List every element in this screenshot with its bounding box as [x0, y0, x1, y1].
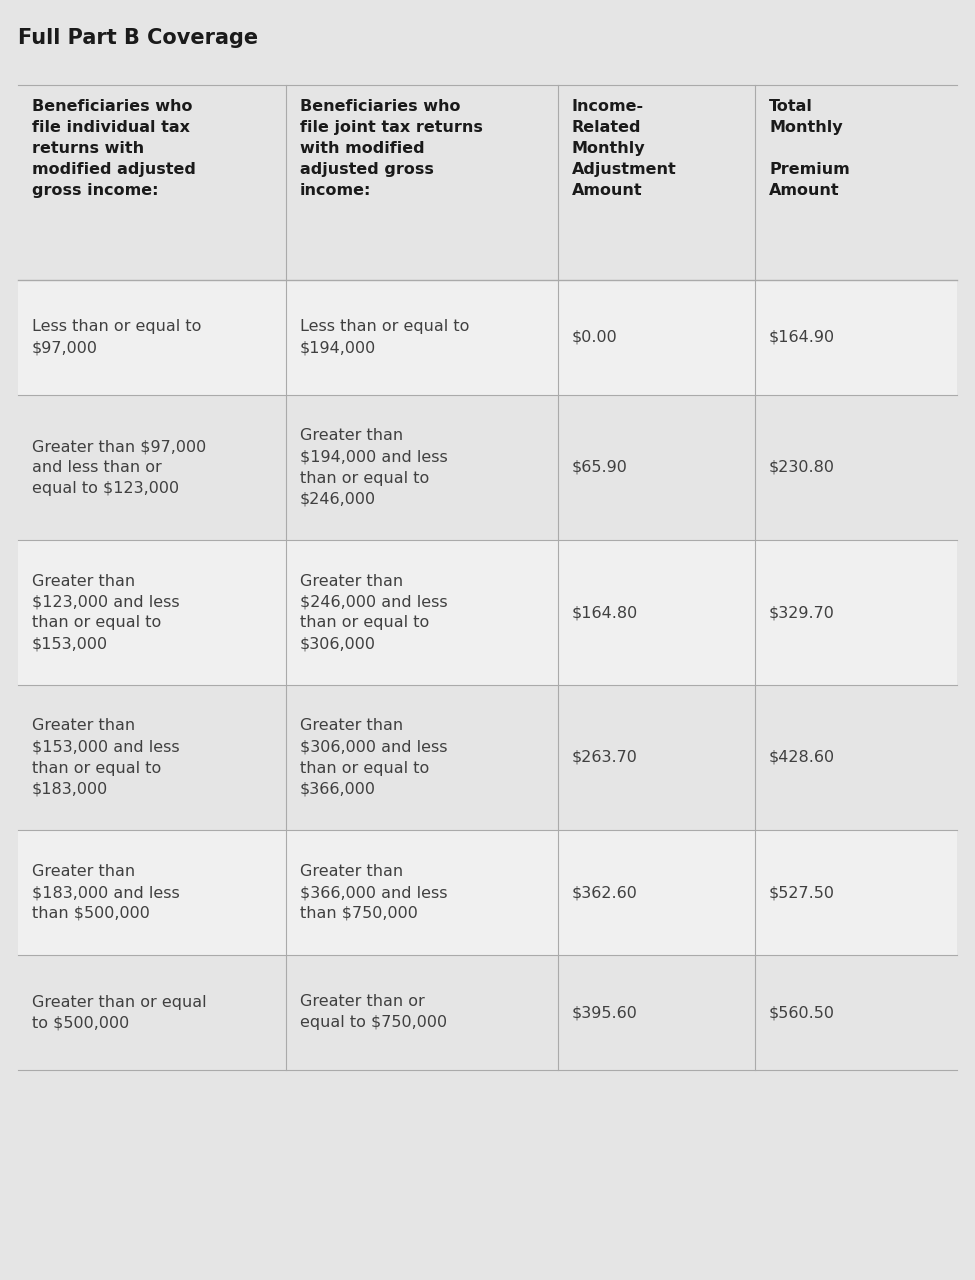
- Bar: [558, 540, 755, 685]
- Bar: [286, 955, 558, 1070]
- Bar: [755, 955, 957, 1070]
- Text: Total
Monthly

Premium
Amount: Total Monthly Premium Amount: [769, 99, 850, 198]
- Text: Greater than $97,000
and less than or
equal to $123,000: Greater than $97,000 and less than or eq…: [32, 439, 207, 495]
- Bar: [286, 84, 558, 280]
- Text: $560.50: $560.50: [769, 1005, 836, 1020]
- Bar: [18, 396, 286, 540]
- Bar: [558, 829, 755, 955]
- Bar: [18, 685, 286, 829]
- Text: $395.60: $395.60: [572, 1005, 638, 1020]
- Bar: [286, 540, 558, 685]
- Text: Less than or equal to
$194,000: Less than or equal to $194,000: [299, 320, 469, 356]
- Text: $164.90: $164.90: [769, 330, 836, 346]
- Bar: [286, 829, 558, 955]
- Bar: [558, 84, 755, 280]
- Text: $527.50: $527.50: [769, 884, 836, 900]
- Text: Greater than
$366,000 and less
than $750,000: Greater than $366,000 and less than $750…: [299, 864, 448, 922]
- Bar: [18, 540, 286, 685]
- Text: Income-
Related
Monthly
Adjustment
Amount: Income- Related Monthly Adjustment Amoun…: [572, 99, 677, 198]
- Bar: [18, 280, 286, 396]
- Bar: [18, 955, 286, 1070]
- Bar: [755, 829, 957, 955]
- Text: Greater than or equal
to $500,000: Greater than or equal to $500,000: [32, 995, 207, 1030]
- Text: Beneficiaries who
file joint tax returns
with modified
adjusted gross
income:: Beneficiaries who file joint tax returns…: [299, 99, 483, 198]
- Bar: [755, 280, 957, 396]
- Bar: [18, 829, 286, 955]
- Text: Less than or equal to
$97,000: Less than or equal to $97,000: [32, 320, 202, 356]
- Bar: [286, 396, 558, 540]
- Text: Greater than or
equal to $750,000: Greater than or equal to $750,000: [299, 995, 447, 1030]
- Text: Full Part B Coverage: Full Part B Coverage: [18, 28, 258, 47]
- Bar: [558, 685, 755, 829]
- Text: $329.70: $329.70: [769, 605, 835, 620]
- Text: $428.60: $428.60: [769, 750, 836, 765]
- Bar: [755, 396, 957, 540]
- Text: $0.00: $0.00: [572, 330, 618, 346]
- Text: $164.80: $164.80: [572, 605, 639, 620]
- Text: $65.90: $65.90: [572, 460, 628, 475]
- Text: $263.70: $263.70: [572, 750, 638, 765]
- Text: $230.80: $230.80: [769, 460, 836, 475]
- Text: Greater than
$183,000 and less
than $500,000: Greater than $183,000 and less than $500…: [32, 864, 179, 922]
- Bar: [755, 685, 957, 829]
- Bar: [558, 280, 755, 396]
- Bar: [18, 84, 286, 280]
- Text: Greater than
$123,000 and less
than or equal to
$153,000: Greater than $123,000 and less than or e…: [32, 573, 179, 652]
- Bar: [286, 685, 558, 829]
- Text: Greater than
$246,000 and less
than or equal to
$306,000: Greater than $246,000 and less than or e…: [299, 573, 448, 652]
- Bar: [558, 396, 755, 540]
- Bar: [558, 955, 755, 1070]
- Bar: [755, 540, 957, 685]
- Text: Greater than
$153,000 and less
than or equal to
$183,000: Greater than $153,000 and less than or e…: [32, 718, 179, 796]
- Text: $362.60: $362.60: [572, 884, 638, 900]
- Bar: [755, 84, 957, 280]
- Text: Greater than
$306,000 and less
than or equal to
$366,000: Greater than $306,000 and less than or e…: [299, 718, 448, 796]
- Text: Beneficiaries who
file individual tax
returns with
modified adjusted
gross incom: Beneficiaries who file individual tax re…: [32, 99, 196, 198]
- Bar: [286, 280, 558, 396]
- Text: Greater than
$194,000 and less
than or equal to
$246,000: Greater than $194,000 and less than or e…: [299, 429, 448, 507]
